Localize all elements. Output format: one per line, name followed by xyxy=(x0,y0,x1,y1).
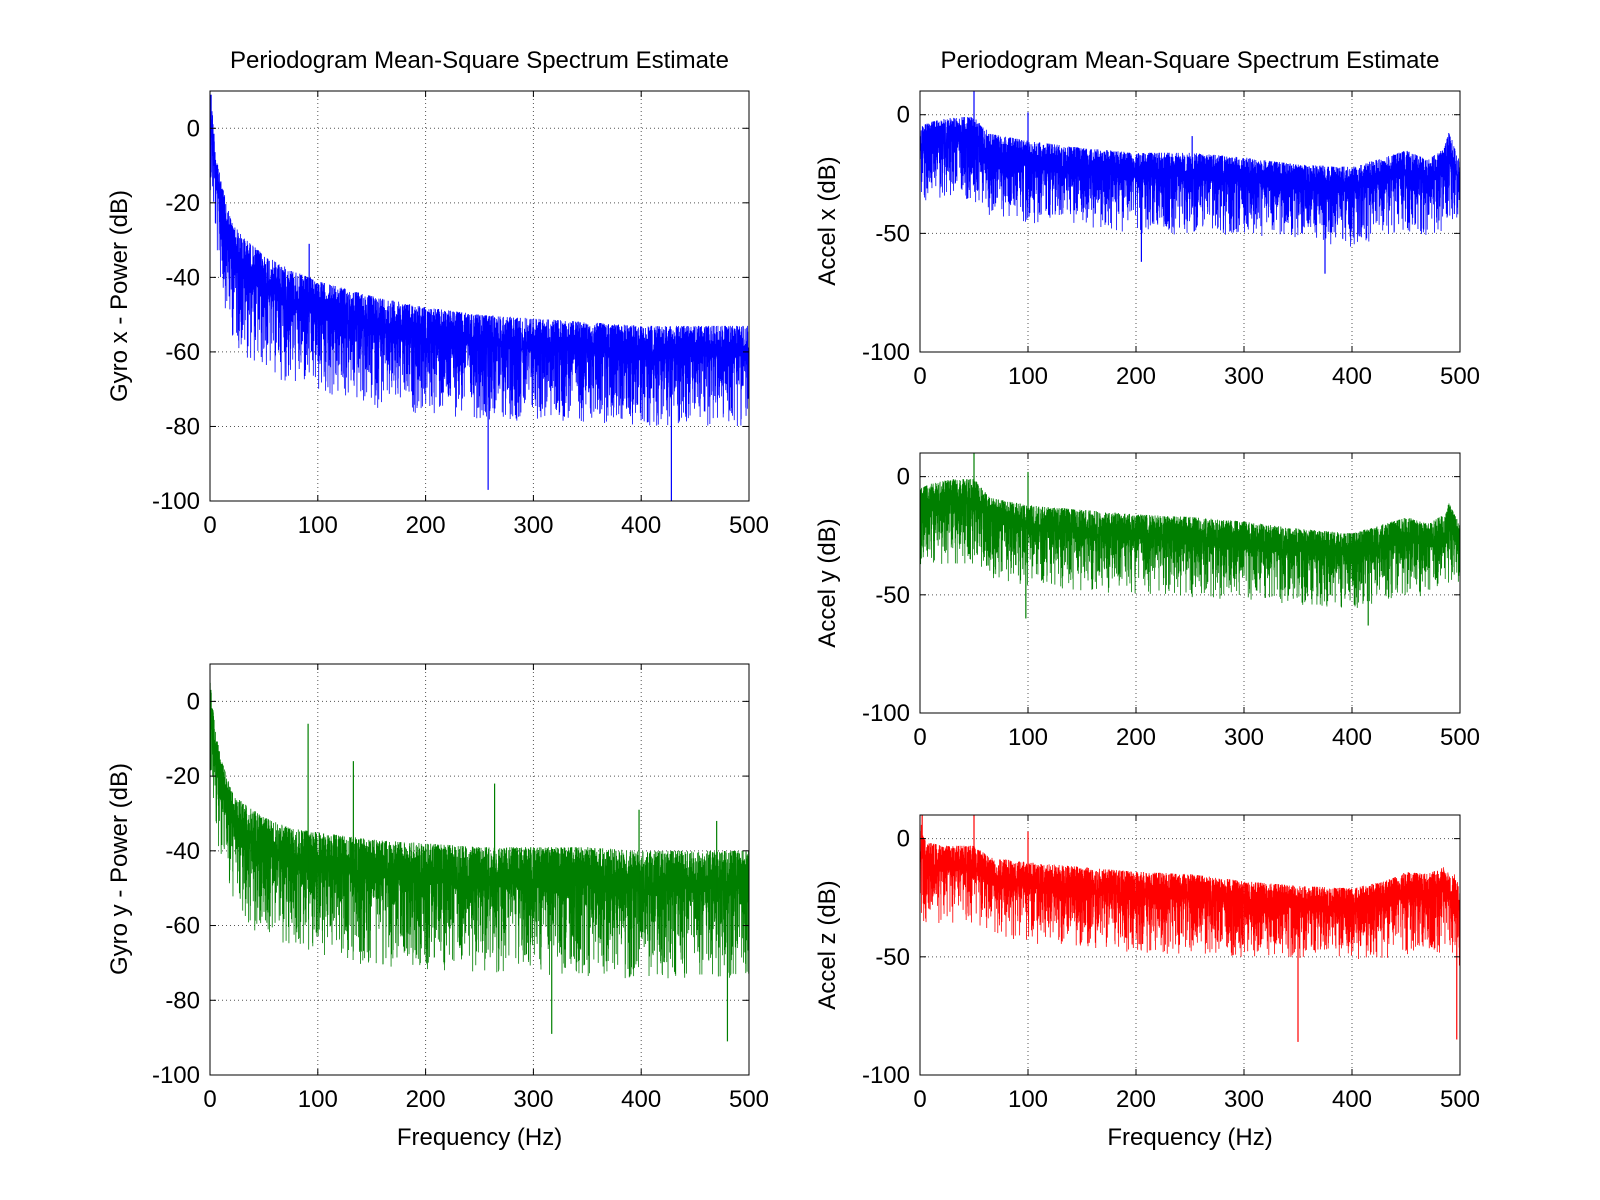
chart-title: Periodogram Mean-Square Spectrum Estimat… xyxy=(941,47,1440,74)
chart-title: Periodogram Mean-Square Spectrum Estimat… xyxy=(230,47,729,74)
x-tick-label: 200 xyxy=(1116,1086,1156,1113)
y-tick-label: 0 xyxy=(897,826,910,853)
y-tick-label: -80 xyxy=(165,413,200,440)
y-tick-label: -100 xyxy=(152,1062,200,1089)
y-tick-label: -20 xyxy=(165,190,200,217)
x-tick-label: 500 xyxy=(729,1086,769,1113)
panel-accel-z: Accel z (dB) Frequency (Hz) 0 100 200 300 40… xyxy=(814,814,1480,1151)
x-tick-label: 400 xyxy=(1332,363,1372,390)
x-tick-label: 0 xyxy=(203,512,216,539)
x-tick-label: 100 xyxy=(1008,724,1048,751)
x-tick-label: 100 xyxy=(1008,1086,1048,1113)
y-tick-label: 0 xyxy=(187,688,200,715)
y-axis-label: Accel z (dB) xyxy=(814,880,841,1009)
panel-gyro-x: Periodogram Mean-Square Spectrum Estimat… xyxy=(106,47,769,539)
x-tick-label: 0 xyxy=(203,1086,216,1113)
y-tick-label: -50 xyxy=(875,944,910,971)
series-line xyxy=(920,117,1460,247)
x-tick-label: 200 xyxy=(1116,724,1156,751)
y-tick-label: -40 xyxy=(165,838,200,865)
y-tick-label: 0 xyxy=(897,464,910,491)
grid xyxy=(920,453,1460,713)
x-tick-label: 300 xyxy=(1224,724,1264,751)
x-tick-label: 0 xyxy=(913,363,926,390)
x-tick-label: 100 xyxy=(298,1086,338,1113)
axes-frame xyxy=(919,814,1461,1076)
x-tick-label: 300 xyxy=(1224,363,1264,390)
axes-frame xyxy=(919,452,1461,714)
y-tick-label: -60 xyxy=(165,913,200,940)
y-tick-label: -40 xyxy=(165,264,200,291)
y-axis-label: Accel y (dB) xyxy=(814,518,841,647)
series-line xyxy=(210,682,749,979)
series-line xyxy=(210,99,749,427)
y-tick-label: -20 xyxy=(165,763,200,790)
x-tick-label: 500 xyxy=(1440,1086,1480,1113)
axes-frame xyxy=(919,90,1461,353)
x-tick-label: 100 xyxy=(1008,363,1048,390)
x-tick-label: 400 xyxy=(1332,1086,1372,1113)
panel-accel-y: Accel y (dB) 0 100 200 300 400 500 0 -50 -100 xyxy=(814,452,1480,751)
x-tick-label: 200 xyxy=(406,1086,446,1113)
axes-frame xyxy=(209,663,750,1076)
x-axis-label: Frequency (Hz) xyxy=(397,1124,562,1151)
grid xyxy=(920,815,1460,1075)
y-axis-label: Gyro x - Power (dB) xyxy=(106,190,133,402)
panel-gyro-y: Gyro y - Power (dB) Frequency (Hz) 0 100 2… xyxy=(106,663,769,1151)
y-tick-label: -100 xyxy=(862,1062,910,1089)
x-axis-label: Frequency (Hz) xyxy=(1107,1124,1272,1151)
x-tick-label: 100 xyxy=(298,512,338,539)
x-tick-label: 400 xyxy=(1332,724,1372,751)
x-tick-label: 0 xyxy=(913,1086,926,1113)
x-tick-label: 0 xyxy=(913,724,926,751)
x-tick-label: 300 xyxy=(513,512,553,539)
y-tick-label: -50 xyxy=(875,582,910,609)
axes-frame xyxy=(209,90,750,502)
series-line xyxy=(920,824,1460,967)
x-tick-label: 400 xyxy=(621,512,661,539)
y-tick-label: -100 xyxy=(862,700,910,727)
y-tick-label: -100 xyxy=(152,488,200,515)
panel-accel-x: Periodogram Mean-Square Spectrum Estimat… xyxy=(814,47,1480,390)
series-line xyxy=(920,479,1460,608)
x-tick-label: 500 xyxy=(729,512,769,539)
y-axis-label: Accel x (dB) xyxy=(814,156,841,285)
y-tick-label: -50 xyxy=(875,220,910,247)
x-tick-label: 300 xyxy=(513,1086,553,1113)
x-tick-label: 500 xyxy=(1440,724,1480,751)
y-tick-label: -60 xyxy=(165,339,200,366)
y-tick-label: 0 xyxy=(187,115,200,142)
x-tick-label: 400 xyxy=(621,1086,661,1113)
y-tick-label: 0 xyxy=(897,102,910,129)
y-tick-label: -80 xyxy=(165,987,200,1014)
y-tick-label: -100 xyxy=(862,339,910,366)
x-tick-label: 300 xyxy=(1224,1086,1264,1113)
x-tick-label: 200 xyxy=(406,512,446,539)
y-axis-label: Gyro y - Power (dB) xyxy=(106,763,133,975)
x-tick-label: 200 xyxy=(1116,363,1156,390)
x-tick-label: 500 xyxy=(1440,363,1480,390)
grid xyxy=(210,664,749,1075)
